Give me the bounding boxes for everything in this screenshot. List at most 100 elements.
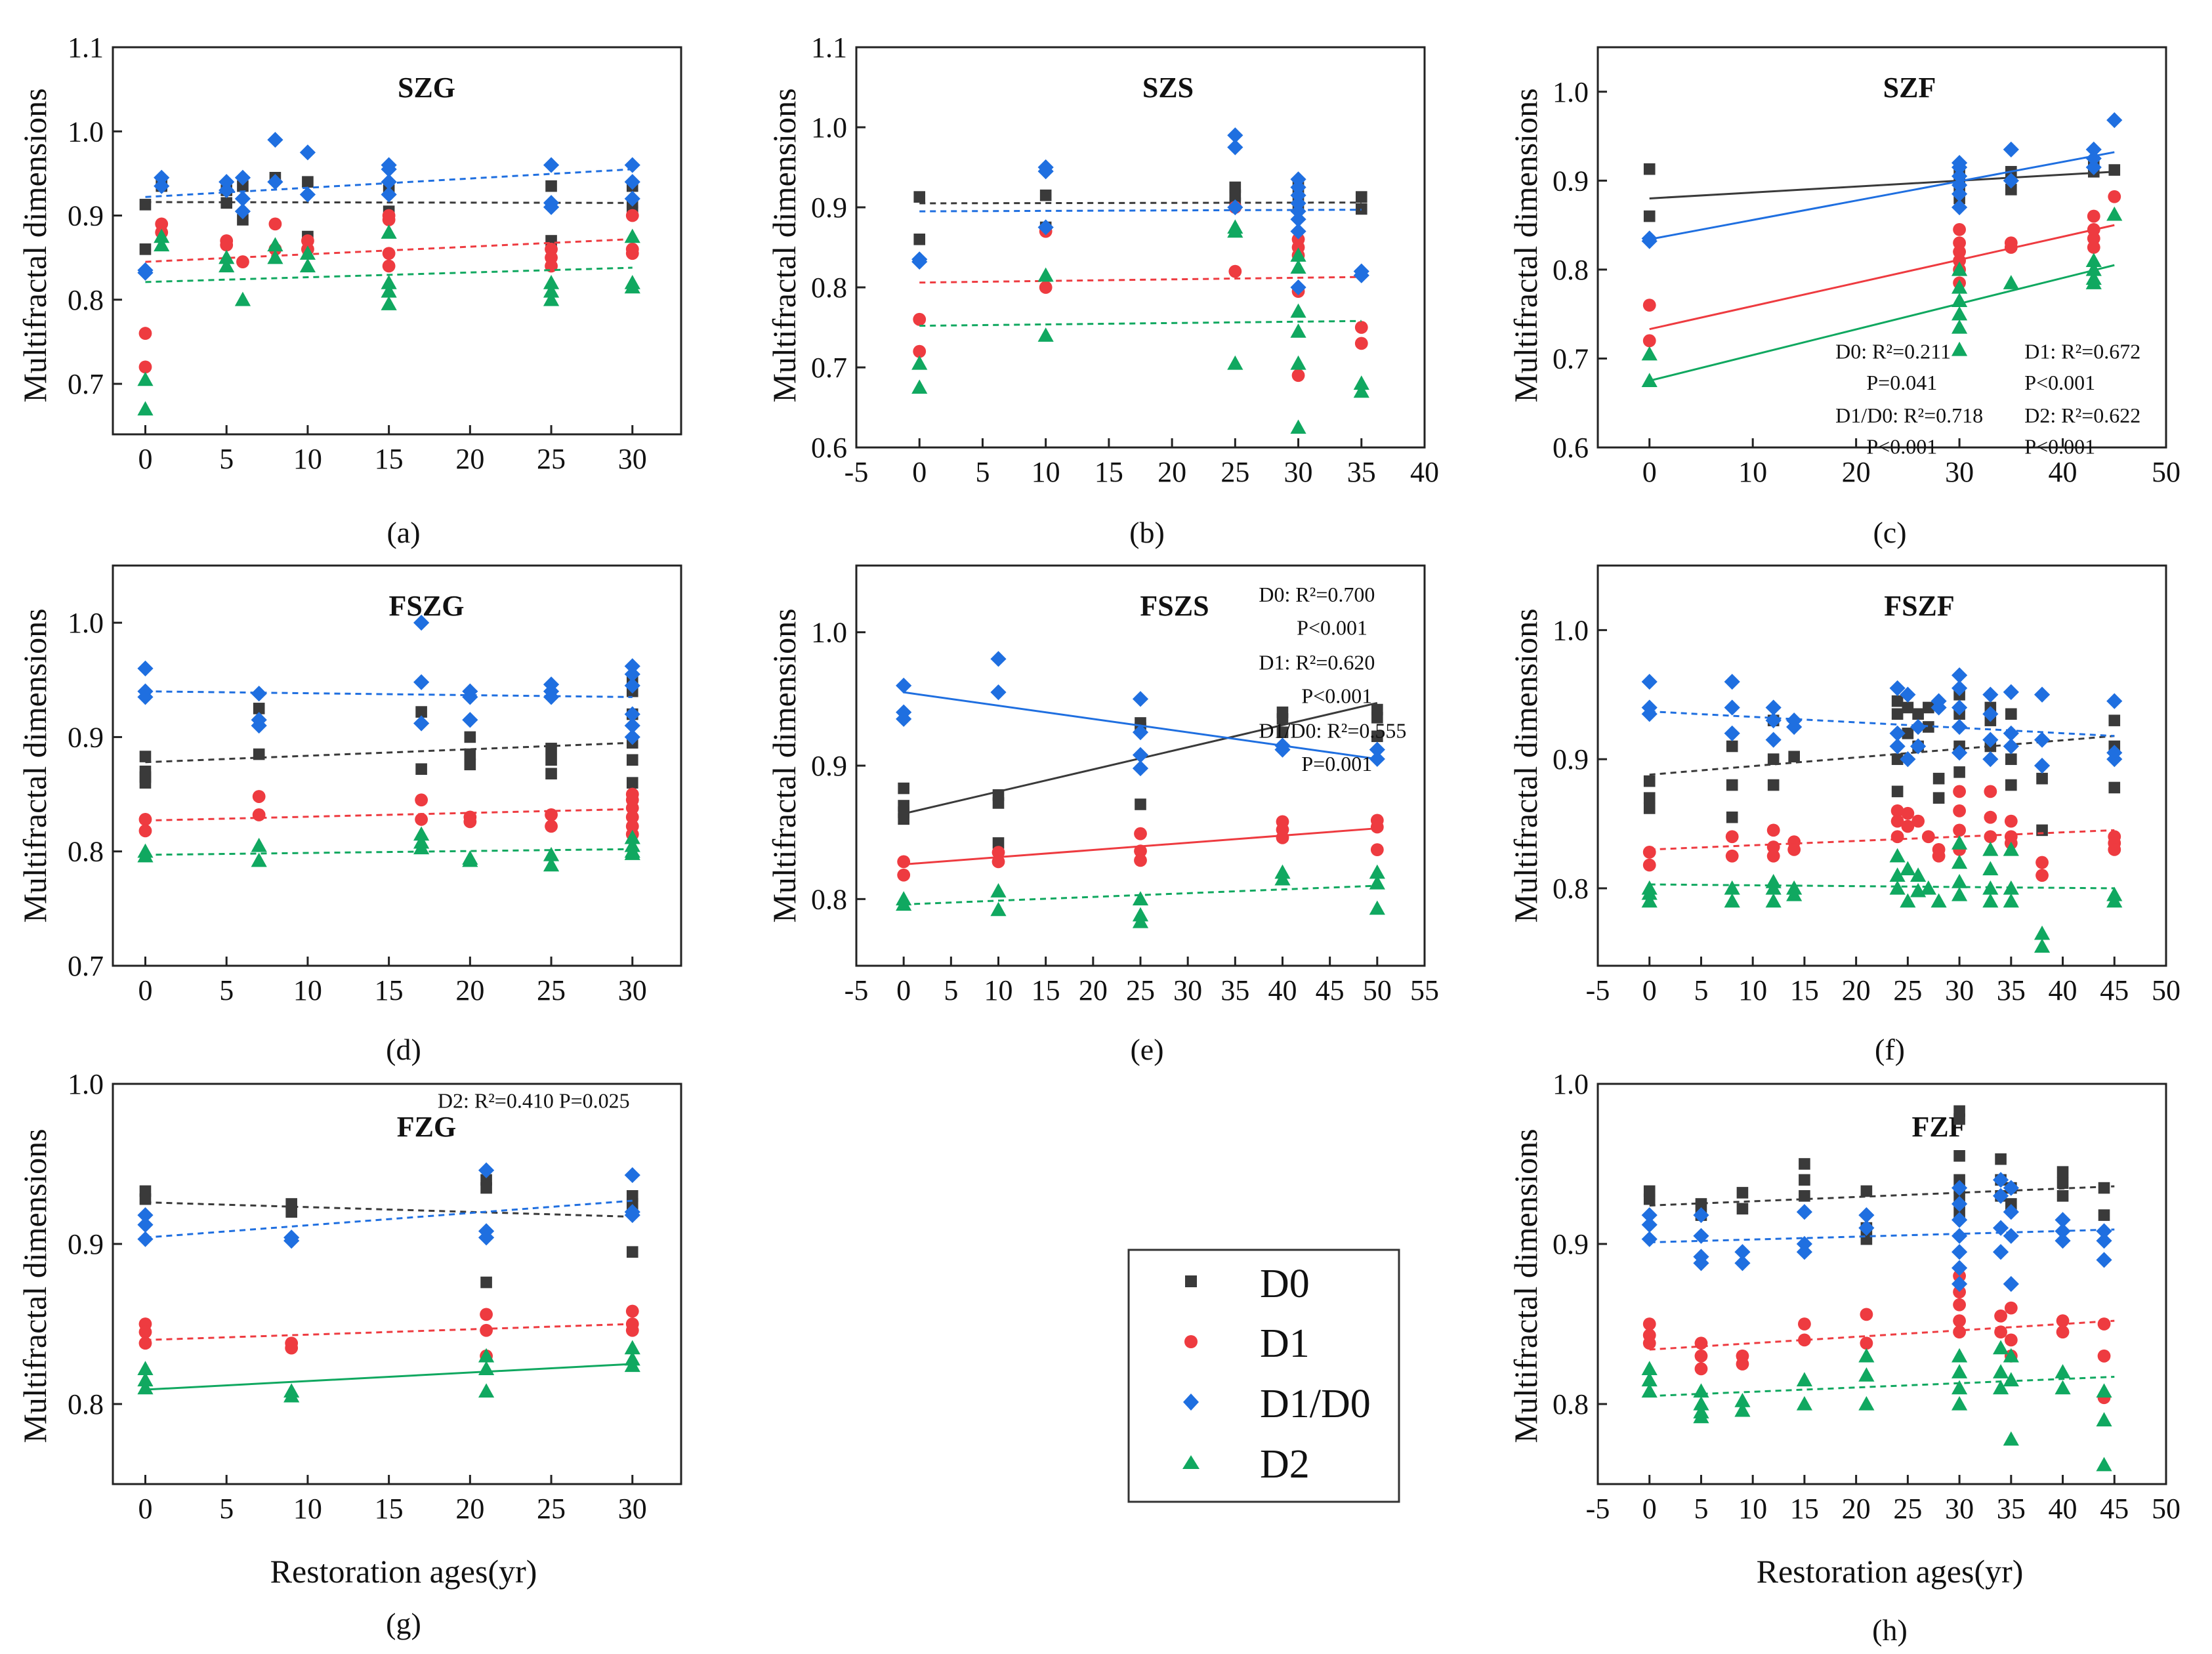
panel-b-d1d0-point [911, 254, 927, 270]
panel-c-d2-point [1951, 293, 1967, 307]
panel-d-d1d0-point [137, 661, 153, 676]
panel-b-ytick-label: 0.7 [811, 352, 847, 384]
panel-f-d0-point [1644, 792, 1656, 804]
panel-d-d1-point [253, 790, 266, 803]
panel-h-d1d0-trendline [1650, 1230, 2115, 1243]
panel-f-xtick-label: 15 [1790, 974, 1819, 1006]
panel-f-ytick-label: 0.9 [1553, 743, 1589, 775]
panel-d-d1-point [415, 793, 428, 806]
panel-f-d1d0-point [2003, 684, 2019, 700]
panel-f-d1d0-point [1982, 751, 1998, 767]
panel-d-d0-point [627, 777, 638, 789]
panel-f-d0-point [2108, 714, 2120, 726]
panel-b-d1-point [1039, 281, 1053, 294]
panel-a-d1-point [269, 217, 282, 230]
panel-h-d1-point [1643, 1317, 1656, 1331]
panel-a-frame [113, 47, 681, 434]
panel-b-d2-point [1290, 419, 1306, 434]
panel-h-d1d0-point [1797, 1204, 1812, 1220]
panel-f-d1-point [1984, 811, 1997, 824]
panel-h-d1d0-point [2096, 1233, 2112, 1249]
panel-f-d1-point [1767, 850, 1780, 863]
panel-h-d1-point [1695, 1350, 1708, 1363]
panel-f-d1-point [1726, 830, 1739, 843]
panel-g-xtick-label: 25 [537, 1493, 566, 1525]
panel-f-d1-point [1953, 823, 1966, 837]
panel-b-letter: (b) [1129, 516, 1165, 549]
panel-g-frame [113, 1084, 681, 1484]
panel-e-d0-point [1135, 798, 1146, 810]
panel-g-xlabel: Restoration ages(yr) [270, 1553, 537, 1590]
panel-f-d2-point [1951, 887, 1967, 901]
panel-g-d1d0-point [137, 1231, 153, 1247]
panel-d-ytick-label: 1.0 [68, 607, 104, 639]
panel-b-xtick-label: 5 [975, 456, 990, 488]
panel-f-d1-point [1891, 830, 1904, 843]
panel-d-d1d0-trendline [145, 692, 632, 697]
panel-d-d1-point [139, 824, 152, 837]
panel-e-d2-point [1369, 900, 1385, 915]
panel-e-annotation: D0: R²=0.700 [1259, 583, 1375, 606]
panel-e-xtick-label: 20 [1079, 974, 1108, 1006]
panel-c-ytick-label: 0.9 [1553, 165, 1589, 197]
panel-f-d1d0-point [1766, 732, 1782, 748]
panel-d-d1-point [463, 816, 476, 829]
panel-b-xtick-label: 10 [1032, 456, 1060, 488]
panel-a-d1d0-point [543, 157, 559, 173]
panel-a-ytick-label: 1.0 [68, 115, 104, 148]
legend-d1d0-label: D1/D0 [1260, 1382, 1371, 1426]
panel-h-d0-point [1737, 1203, 1749, 1215]
panel-f-xtick-label: 0 [1642, 974, 1657, 1006]
panel-g-xtick-label: 5 [219, 1493, 234, 1525]
panel-e-letter: (e) [1130, 1033, 1163, 1066]
panel-d-d0-point [627, 754, 638, 766]
panel-g-d0-point [627, 1246, 638, 1258]
panel-g-xtick-label: 0 [138, 1493, 152, 1525]
legend-d0-label: D0 [1260, 1262, 1310, 1306]
panel-f-d0-point [1726, 812, 1738, 823]
panel-b-d2-point [1290, 304, 1306, 318]
panel-f-d2-point [1900, 861, 1915, 875]
panel-e-ylabel: Multifractal dimensions [766, 608, 803, 922]
panel-f-d1d0-point [1951, 719, 1967, 735]
panel-e-xtick-label: 0 [896, 974, 911, 1006]
panel-f-d2-point [1931, 894, 1947, 908]
panel-g-d1-point [626, 1324, 639, 1337]
panel-e-xtick-label: 10 [984, 974, 1013, 1006]
panel-h-d0-point [2057, 1166, 2069, 1178]
panel-b-d2-point [1038, 327, 1054, 342]
panel-g-title: FZG [397, 1111, 456, 1143]
panel-g-d1-point [480, 1324, 493, 1337]
panel-d-ytick-label: 0.7 [68, 950, 104, 982]
panel-d-d1-point [139, 813, 152, 826]
panel-e-ytick-label: 0.9 [811, 750, 847, 782]
panel-h-xtick-label: 25 [1893, 1493, 1922, 1525]
panel-a-d1d0-point [267, 132, 283, 148]
panel-f-d2-trendline [1650, 884, 2115, 888]
panel-a-d1-point [236, 255, 249, 268]
legend-d1-label: D1 [1260, 1321, 1310, 1366]
panel-c: SZF Multifractal dimensions (c) 0 10 20 30 4… [1507, 47, 2181, 549]
panel-d-letter: (d) [386, 1033, 421, 1066]
panel-b-title: SZS [1142, 72, 1194, 104]
panel-h-d1-point [1643, 1336, 1656, 1350]
panel-g-d1d0-point [625, 1167, 640, 1183]
panel-f-xtick-label: 5 [1694, 974, 1708, 1006]
panel-c-annotation: P<0.001 [2024, 371, 2095, 394]
panel-f-d1-point [1767, 823, 1780, 837]
panel-a-d1-point [139, 360, 152, 373]
panel-d-xtick-label: 0 [138, 974, 152, 1006]
panel-a-d1-point [383, 213, 396, 226]
panel-h-d0-point [1799, 1190, 1810, 1202]
panel-c-annotation: P<0.001 [2024, 434, 2095, 458]
panel-h-d1-point [2005, 1334, 2018, 1347]
panel-g-d1-point [626, 1305, 639, 1318]
panel-f-d0-point [1892, 786, 1904, 798]
panel-e-d0-point [993, 797, 1005, 809]
panel-f-d0-point [2005, 779, 2017, 791]
panel-b-d1-point [1228, 265, 1242, 278]
panel-f-xtick-label: 25 [1893, 974, 1922, 1006]
panel-f-d0-point [1768, 753, 1780, 765]
panel-e-xtick-label: 30 [1173, 974, 1202, 1006]
panel-b-d0-point [1356, 203, 1367, 215]
